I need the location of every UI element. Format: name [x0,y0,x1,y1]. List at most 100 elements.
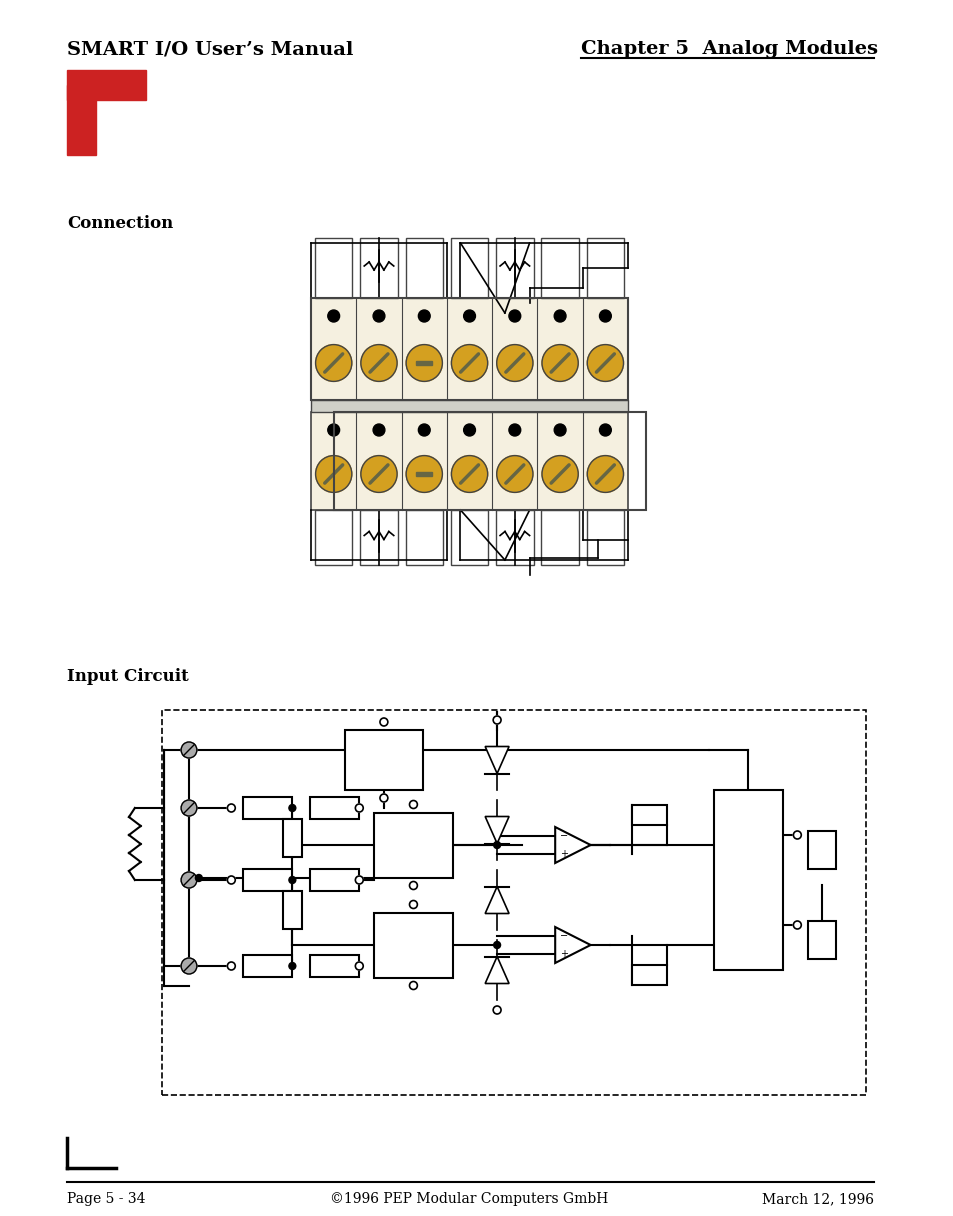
Circle shape [328,310,339,322]
Text: −: − [559,831,568,841]
Bar [416,361,432,365]
Circle shape [451,344,487,382]
Bar [713,790,781,970]
Circle shape [379,794,388,803]
Bar [416,472,432,477]
Bar [360,510,397,565]
Polygon shape [555,827,590,863]
Circle shape [554,310,565,322]
Bar [586,238,623,298]
Text: March 12, 1996: March 12, 1996 [761,1192,873,1206]
Text: Chapter 5  Analog Modules: Chapter 5 Analog Modules [580,40,877,58]
Circle shape [451,456,487,492]
Bar [405,238,442,298]
Bar [344,730,423,790]
Circle shape [195,874,202,882]
Circle shape [493,716,500,724]
Bar [67,71,146,100]
Circle shape [541,456,578,492]
Bar [374,812,453,878]
Bar [632,966,666,985]
Text: Connection: Connection [67,215,173,232]
Text: SMART I/O User’s Manual: SMART I/O User’s Manual [67,40,353,58]
Text: −: − [559,931,568,941]
Bar [360,238,397,298]
Circle shape [355,804,363,812]
Bar [311,298,627,400]
Circle shape [227,876,235,884]
Bar [310,869,359,891]
Bar [496,510,533,565]
Circle shape [360,456,396,492]
Polygon shape [485,816,509,844]
Circle shape [418,310,430,322]
Bar [541,238,578,298]
Circle shape [373,310,384,322]
Circle shape [493,841,500,849]
Bar [310,796,359,820]
Circle shape [181,742,196,758]
Bar [311,412,627,510]
Bar [243,869,292,891]
Circle shape [227,962,235,970]
Bar [311,400,627,412]
Bar [405,510,442,565]
Circle shape [793,831,801,839]
Polygon shape [485,957,509,984]
Bar [807,831,835,869]
Circle shape [463,424,475,437]
Circle shape [227,804,235,812]
Circle shape [409,901,417,908]
Circle shape [587,344,623,382]
Text: Page 5 - 34: Page 5 - 34 [67,1192,145,1206]
Circle shape [497,344,533,382]
Circle shape [587,456,623,492]
Circle shape [409,882,417,889]
Bar [451,238,488,298]
Bar [243,796,292,820]
Circle shape [554,424,565,437]
Circle shape [493,941,500,948]
Circle shape [406,456,442,492]
Bar [496,238,533,298]
Bar [282,891,302,929]
Circle shape [289,805,295,811]
Polygon shape [485,747,509,773]
Circle shape [508,310,520,322]
Circle shape [328,424,339,437]
Bar [374,912,453,978]
Polygon shape [485,886,509,913]
Polygon shape [555,927,590,963]
Bar [282,820,302,857]
Text: ©1996 PEP Modular Computers GmbH: ©1996 PEP Modular Computers GmbH [330,1192,608,1206]
Bar [162,710,865,1094]
Circle shape [355,962,363,970]
Text: +: + [559,849,568,858]
Circle shape [418,424,430,437]
Bar [334,412,645,510]
Circle shape [289,963,295,969]
Circle shape [181,800,196,816]
Circle shape [315,344,352,382]
Text: Input Circuit: Input Circuit [67,668,189,685]
Bar [314,238,352,298]
Bar [314,510,352,565]
Circle shape [181,872,196,888]
Circle shape [541,344,578,382]
Circle shape [598,424,611,437]
Circle shape [409,800,417,809]
Circle shape [493,1006,500,1014]
Circle shape [373,424,384,437]
Circle shape [315,456,352,492]
Bar [632,805,666,824]
Bar [311,298,627,400]
Circle shape [355,876,363,884]
Circle shape [463,310,475,322]
Circle shape [379,717,388,726]
Bar [807,921,835,959]
Circle shape [793,921,801,929]
Bar [451,510,488,565]
Bar [310,955,359,976]
Bar [586,510,623,565]
Circle shape [508,424,520,437]
